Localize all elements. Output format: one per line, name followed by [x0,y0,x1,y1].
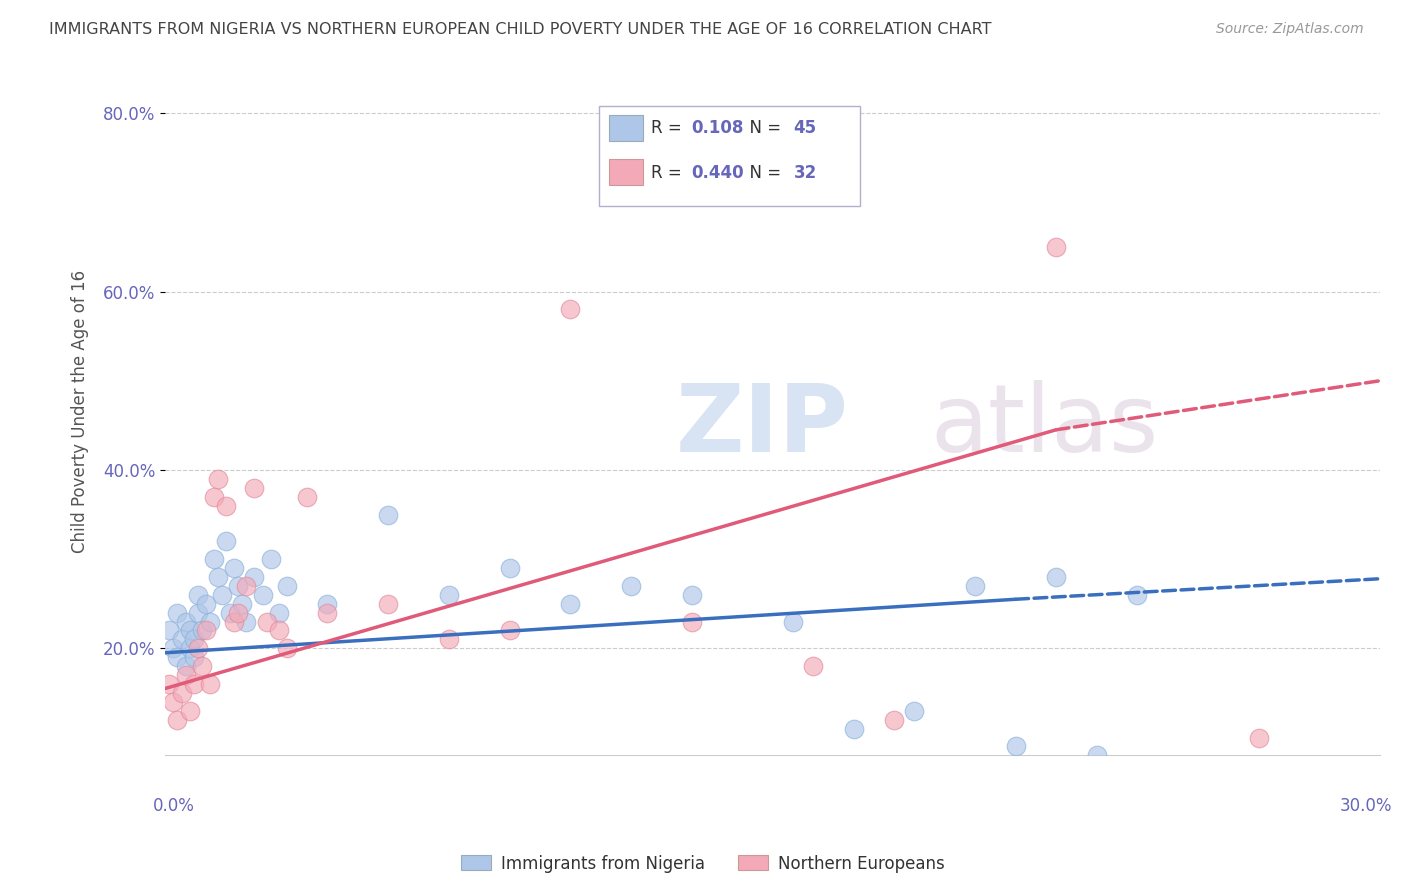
Point [224,615,246,629]
Point [183,650,205,665]
Point [276,641,298,656]
Point [166,606,188,620]
Point [157,624,180,638]
Text: N =: N = [738,119,786,136]
Point [198,615,221,629]
Point [157,677,180,691]
FancyBboxPatch shape [609,159,643,186]
Point [498,561,520,575]
Text: 30.0%: 30.0% [1340,797,1392,814]
Point [1126,588,1149,602]
Point [215,499,238,513]
Point [166,650,188,665]
Point [1085,748,1108,763]
Text: atlas: atlas [931,380,1159,472]
Point [170,632,193,647]
Point [259,552,281,566]
Point [166,713,188,727]
Point [224,561,246,575]
Point [842,722,865,736]
Point [1045,240,1067,254]
Point [187,641,209,656]
Point [174,615,197,629]
Point [174,659,197,673]
Point [202,490,225,504]
FancyBboxPatch shape [609,114,643,141]
Point [231,597,253,611]
Point [162,641,184,656]
Point [191,659,214,673]
Point [187,606,209,620]
Point [256,615,278,629]
Point [903,704,925,718]
Point [316,606,339,620]
Point [235,579,257,593]
Point [437,588,460,602]
Point [179,704,201,718]
Point [243,481,266,495]
Point [219,606,242,620]
Point [191,624,214,638]
Point [170,686,193,700]
Point [267,624,290,638]
Point [243,570,266,584]
Point [560,302,582,317]
Text: R =: R = [651,164,688,182]
Point [207,472,229,486]
Text: 0.0%: 0.0% [153,797,195,814]
Point [179,624,201,638]
Text: N =: N = [738,164,786,182]
Point [316,597,339,611]
Text: Source: ZipAtlas.com: Source: ZipAtlas.com [1216,22,1364,37]
Text: 45: 45 [793,119,817,136]
Text: 32: 32 [793,164,817,182]
Point [295,490,318,504]
Point [276,579,298,593]
Point [174,668,197,682]
Point [211,588,233,602]
Point [267,606,290,620]
Point [235,615,257,629]
Point [782,615,804,629]
Point [377,508,399,522]
FancyBboxPatch shape [599,106,860,206]
Point [179,641,201,656]
Point [681,615,703,629]
Point [162,695,184,709]
Point [681,588,703,602]
Point [1004,739,1026,754]
Point [198,677,221,691]
Legend: Immigrants from Nigeria, Northern Europeans: Immigrants from Nigeria, Northern Europe… [454,848,952,880]
Text: ZIP: ZIP [675,380,848,472]
Point [183,632,205,647]
Point [1045,570,1067,584]
Text: IMMIGRANTS FROM NIGERIA VS NORTHERN EUROPEAN CHILD POVERTY UNDER THE AGE OF 16 C: IMMIGRANTS FROM NIGERIA VS NORTHERN EURO… [49,22,991,37]
Point [187,588,209,602]
Point [801,659,824,673]
Text: 0.440: 0.440 [692,164,744,182]
Text: 0.108: 0.108 [692,119,744,136]
Text: R =: R = [651,119,688,136]
Point [965,579,987,593]
Point [252,588,274,602]
Point [1247,731,1270,745]
Point [377,597,399,611]
Point [226,579,249,593]
Point [194,624,217,638]
Point [194,597,217,611]
Point [226,606,249,620]
Point [560,597,582,611]
Point [883,713,905,727]
Point [620,579,643,593]
Y-axis label: Child Poverty Under the Age of 16: Child Poverty Under the Age of 16 [72,270,89,554]
Point [498,624,520,638]
Point [437,632,460,647]
Point [207,570,229,584]
Point [215,534,238,549]
Point [183,677,205,691]
Point [202,552,225,566]
